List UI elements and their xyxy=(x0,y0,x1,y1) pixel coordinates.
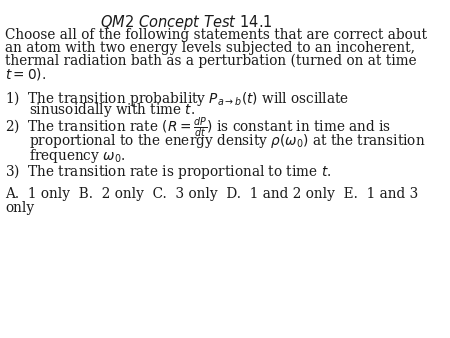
Text: proportional to the energy density $\rho(\omega_0)$ at the transition: proportional to the energy density $\rho… xyxy=(29,132,426,150)
Text: 3)  The transition rate is proportional to time $t$.: 3) The transition rate is proportional t… xyxy=(5,162,332,180)
Text: $\mathit{QM2\ Concept\ Test\ 14.1}$: $\mathit{QM2\ Concept\ Test\ 14.1}$ xyxy=(100,13,273,32)
Text: thermal radiation bath as a perturbation (turned on at time: thermal radiation bath as a perturbation… xyxy=(5,54,417,68)
Text: $t = 0).$: $t = 0).$ xyxy=(5,67,46,82)
Text: sinusoidally with time $t$.: sinusoidally with time $t$. xyxy=(29,101,195,119)
Text: an atom with two energy levels subjected to an incoherent,: an atom with two energy levels subjected… xyxy=(5,41,415,55)
Text: 2)  The transition rate $(R = \frac{dP}{dt})$ is constant in time and is: 2) The transition rate $(R = \frac{dP}{d… xyxy=(5,115,391,140)
Text: Choose all of the following statements that are correct about: Choose all of the following statements t… xyxy=(5,28,427,42)
Text: 1)  The transition probability $P_{a\rightarrow b}(t)$ will oscillate: 1) The transition probability $P_{a\righ… xyxy=(5,89,349,107)
Text: A.  1 only  B.  2 only  C.  3 only  D.  1 and 2 only  E.  1 and 3: A. 1 only B. 2 only C. 3 only D. 1 and 2… xyxy=(5,188,418,201)
Text: only: only xyxy=(5,201,34,215)
Text: frequency $\omega_0$.: frequency $\omega_0$. xyxy=(29,147,126,165)
